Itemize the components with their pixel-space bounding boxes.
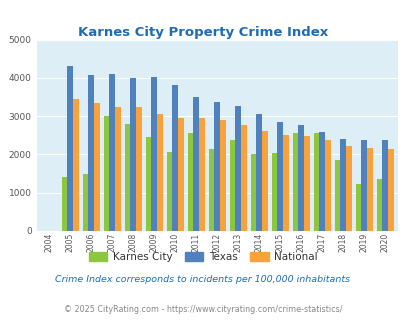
Bar [83, 174, 88, 231]
Bar [172, 85, 177, 231]
Bar [73, 99, 79, 231]
Bar [115, 107, 120, 231]
Bar [256, 114, 261, 231]
Bar [360, 140, 366, 231]
Bar [109, 74, 115, 231]
Bar [382, 140, 387, 231]
Bar [136, 107, 141, 231]
Bar [220, 120, 225, 231]
Bar [177, 118, 183, 231]
Bar [376, 179, 382, 231]
Bar [166, 152, 172, 231]
Bar [94, 103, 99, 231]
Bar [124, 124, 130, 231]
Bar [198, 118, 204, 231]
Bar [355, 184, 360, 231]
Bar [208, 149, 214, 231]
Bar [67, 66, 73, 231]
Bar [157, 114, 162, 231]
Text: Karnes City Property Crime Index: Karnes City Property Crime Index [78, 26, 327, 39]
Bar [366, 148, 372, 231]
Text: © 2025 CityRating.com - https://www.cityrating.com/crime-statistics/: © 2025 CityRating.com - https://www.city… [64, 305, 341, 314]
Bar [303, 136, 309, 231]
Text: Crime Index corresponds to incidents per 100,000 inhabitants: Crime Index corresponds to incidents per… [55, 275, 350, 284]
Bar [282, 135, 288, 231]
Bar [387, 149, 393, 231]
Bar [277, 121, 282, 231]
Legend: Karnes City, Texas, National: Karnes City, Texas, National [84, 248, 321, 266]
Bar [324, 140, 330, 231]
Bar [151, 77, 157, 231]
Bar [62, 178, 67, 231]
Bar [241, 125, 246, 231]
Bar [271, 153, 277, 231]
Bar [103, 116, 109, 231]
Bar [235, 106, 241, 231]
Bar [339, 139, 345, 231]
Bar [145, 137, 151, 231]
Bar [130, 78, 136, 231]
Bar [229, 140, 235, 231]
Bar [298, 125, 303, 231]
Bar [313, 133, 319, 231]
Bar [193, 97, 198, 231]
Bar [250, 154, 256, 231]
Bar [334, 160, 339, 231]
Bar [292, 133, 298, 231]
Bar [345, 147, 351, 231]
Bar [261, 131, 267, 231]
Bar [319, 132, 324, 231]
Bar [214, 102, 220, 231]
Bar [187, 133, 193, 231]
Bar [88, 75, 94, 231]
